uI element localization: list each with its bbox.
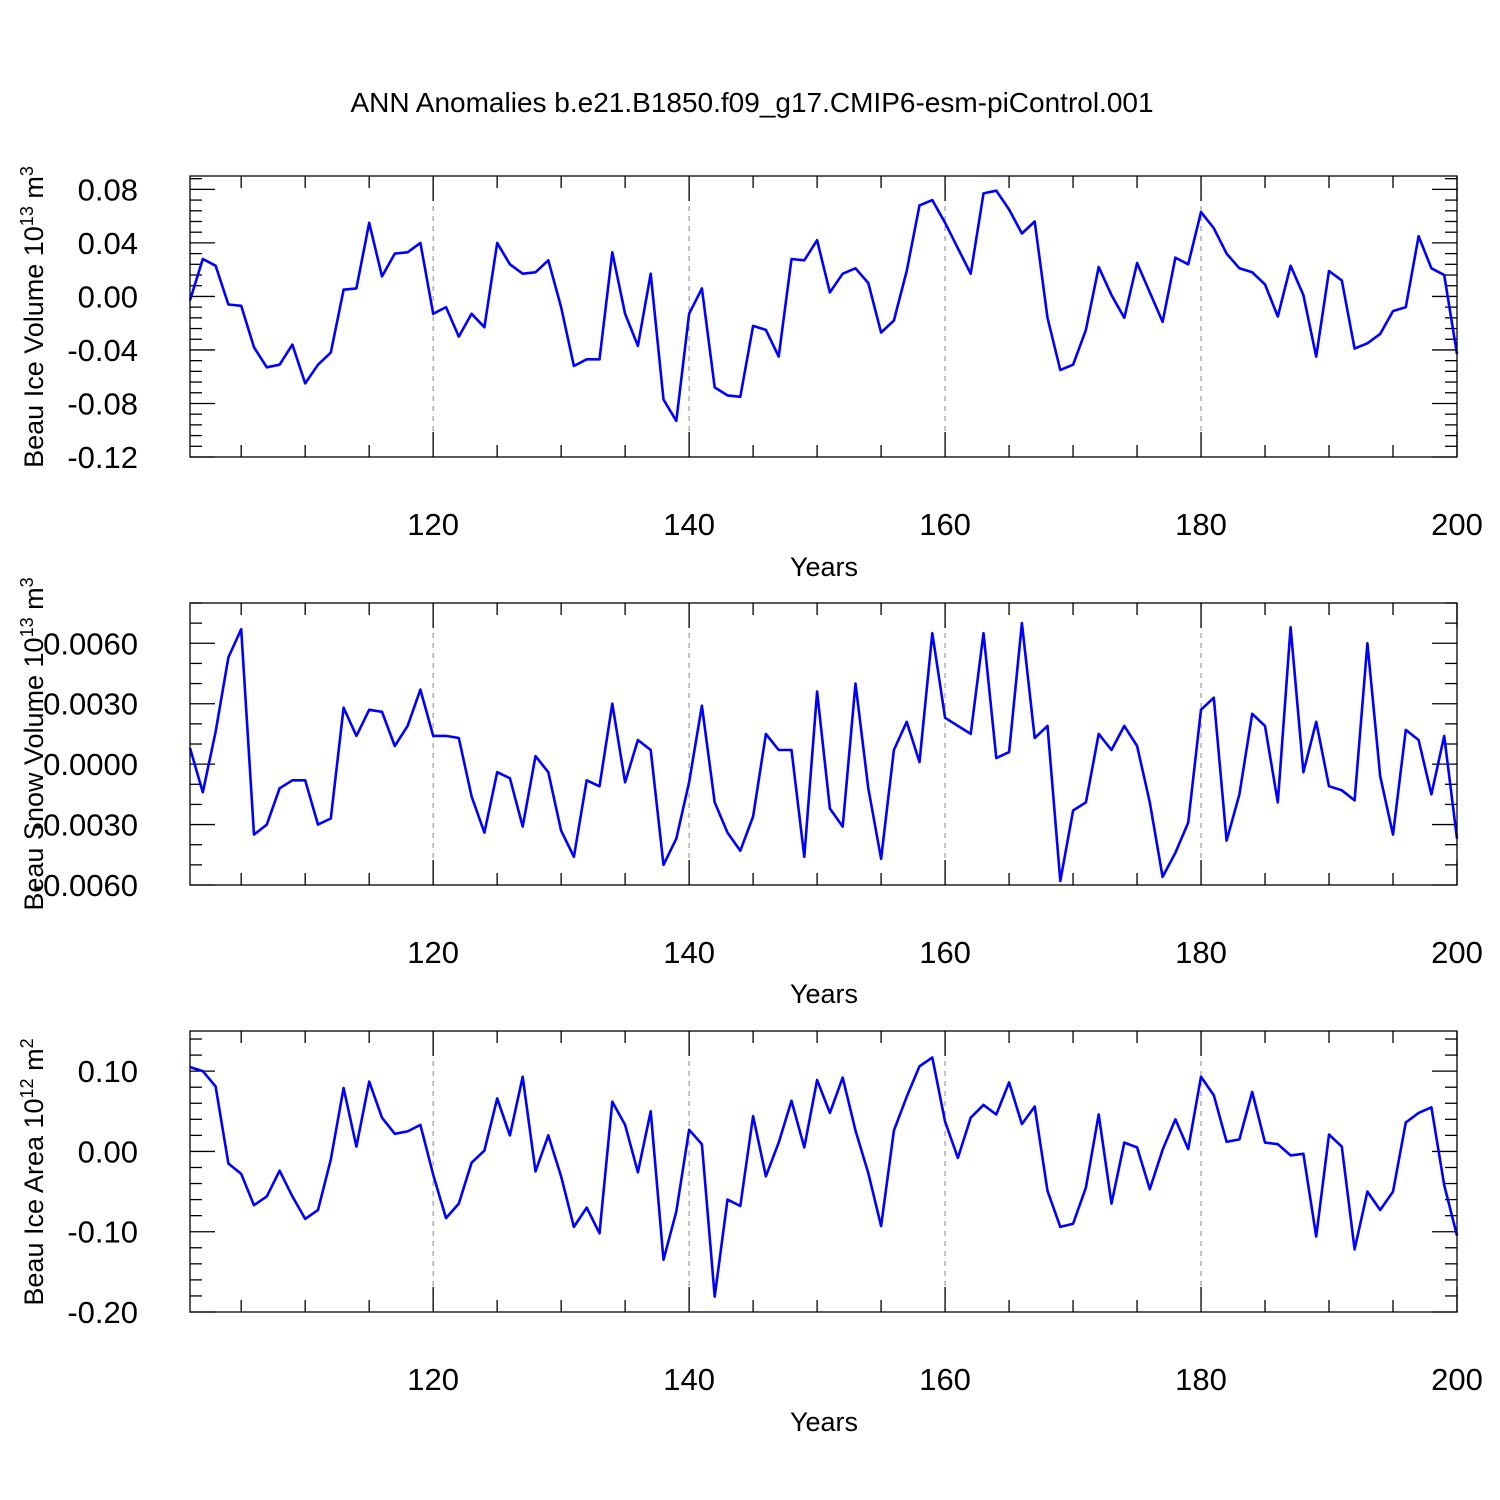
- y-tick-label: -0.08: [67, 386, 138, 421]
- y-axis-label: Beau Ice Area 1012 m2: [17, 1038, 49, 1305]
- y-label-exponent: 13: [17, 617, 37, 637]
- plot-frame: [189, 602, 1458, 886]
- x-tick-label: 160: [919, 507, 971, 542]
- x-tick-label: 200: [1431, 507, 1483, 542]
- x-tick-label: 200: [1431, 935, 1483, 970]
- x-tick-label: 120: [407, 1362, 459, 1397]
- x-tick-label: 200: [1431, 1362, 1483, 1397]
- plot-frame: [189, 175, 1458, 458]
- x-axis-label: Years: [790, 552, 858, 582]
- y-label-text: Beau Ice Area 10: [19, 1098, 49, 1305]
- x-axis-label: Years: [790, 979, 858, 1009]
- y-label-unit: m: [19, 176, 49, 206]
- y-axis-label: Beau Snow Volume 1013 m3: [17, 577, 49, 910]
- y-tick-label: 0.08: [78, 172, 138, 207]
- x-tick-label: 180: [1175, 1362, 1227, 1397]
- y-label-exponent: 13: [17, 206, 37, 226]
- y-label-text: Beau Snow Volume 10: [19, 637, 49, 910]
- y-tick-label: -0.10: [67, 1215, 138, 1250]
- data-series-line: [188, 189, 1459, 423]
- data-series-line: [188, 621, 1459, 883]
- x-tick-label: 180: [1175, 507, 1227, 542]
- y-tick-label: 0.0030: [43, 687, 138, 722]
- x-tick-label: 160: [919, 1362, 971, 1397]
- y-tick-label: 0.00: [78, 1134, 138, 1169]
- y-label-text: Beau Ice Volume 10: [19, 226, 49, 468]
- y-label-unit-exponent: 3: [17, 166, 37, 176]
- x-tick-label: 140: [663, 935, 715, 970]
- x-tick-label: 140: [663, 507, 715, 542]
- snow-volume-panel: -0.0060 -0.0030 0.0000 0.0030 0.0060 120 140 16…: [17, 577, 1483, 1009]
- y-axis-label: Beau Ice Volume 1013 m3: [17, 166, 49, 468]
- x-axis-label: Years: [790, 1407, 858, 1437]
- y-tick-label: 0.0000: [43, 747, 138, 782]
- y-tick-label: 0.10: [78, 1054, 138, 1089]
- y-tick-label: -0.0030: [33, 808, 138, 843]
- y-label-unit: m: [19, 587, 49, 617]
- x-tick-label: 120: [407, 935, 459, 970]
- y-tick-label: -0.20: [67, 1295, 138, 1330]
- y-label-exponent: 12: [17, 1078, 37, 1098]
- plot-frame: [189, 1030, 1458, 1313]
- y-tick-label: -0.12: [67, 440, 138, 475]
- ice-volume-panel: -0.12 -0.08 -0.04 0.00 0.04 0.08 120 140 160 180 2…: [17, 166, 1483, 582]
- y-tick-label: 0.00: [78, 279, 138, 314]
- y-label-unit: m: [19, 1048, 49, 1078]
- y-tick-label: -0.04: [67, 333, 138, 368]
- y-tick-label: 0.0060: [43, 626, 138, 661]
- x-tick-label: 180: [1175, 935, 1227, 970]
- y-label-unit-exponent: 3: [17, 577, 37, 587]
- x-tick-label: 120: [407, 507, 459, 542]
- y-tick-label: -0.0060: [33, 868, 138, 903]
- x-tick-label: 140: [663, 1362, 715, 1397]
- data-series-line: [189, 1056, 1459, 1298]
- y-tick-label: 0.04: [78, 226, 138, 261]
- y-label-unit-exponent: 2: [17, 1038, 37, 1048]
- x-tick-label: 160: [919, 935, 971, 970]
- figure-title: ANN Anomalies b.e21.B1850.f09_g17.CMIP6-…: [350, 87, 1153, 118]
